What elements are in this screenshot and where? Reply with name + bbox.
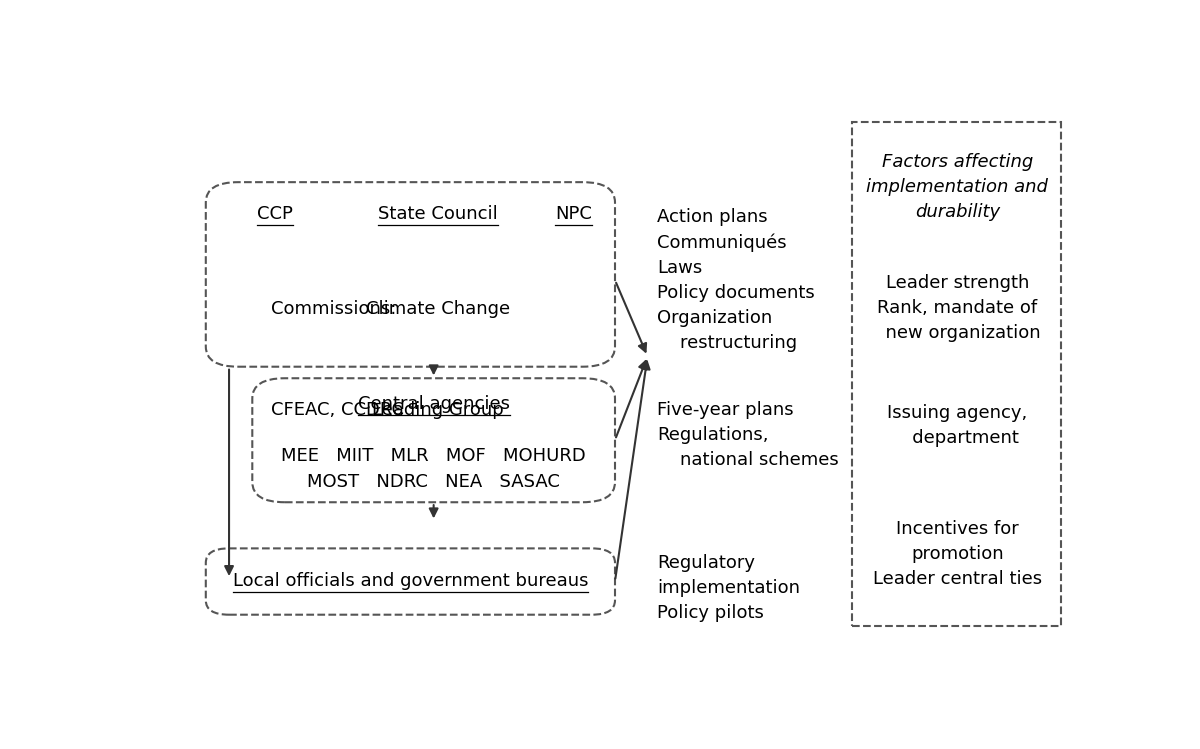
Text: Leading Group: Leading Group bbox=[372, 401, 504, 419]
Text: Climate Change: Climate Change bbox=[366, 300, 510, 318]
Text: CCP: CCP bbox=[257, 205, 293, 223]
Text: Factors affecting
implementation and
durability: Factors affecting implementation and dur… bbox=[866, 154, 1048, 221]
Text: Issuing agency,
   department: Issuing agency, department bbox=[887, 404, 1027, 447]
Text: NPC: NPC bbox=[554, 205, 592, 223]
FancyBboxPatch shape bbox=[852, 121, 1062, 626]
Text: Regulatory
implementation
Policy pilots: Regulatory implementation Policy pilots bbox=[656, 554, 800, 622]
Text: Incentives for
promotion
Leader central ties: Incentives for promotion Leader central … bbox=[872, 520, 1042, 587]
Text: CFEAC, CCDRC: CFEAC, CCDRC bbox=[271, 401, 404, 419]
Text: Action plans
Communiqués
Laws
Policy documents
Organization
    restructuring: Action plans Communiqués Laws Policy doc… bbox=[656, 208, 815, 352]
FancyBboxPatch shape bbox=[206, 548, 616, 615]
Text: MEE   MIIT   MLR   MOF   MOHURD: MEE MIIT MLR MOF MOHURD bbox=[281, 447, 586, 465]
Text: Central agencies: Central agencies bbox=[358, 395, 510, 413]
Text: State Council: State Council bbox=[378, 205, 498, 223]
Text: Local officials and government bureaus: Local officials and government bureaus bbox=[233, 572, 588, 590]
Text: Five-year plans
Regulations,
    national schemes: Five-year plans Regulations, national sc… bbox=[656, 401, 839, 470]
Text: Leader strength
Rank, mandate of
  new organization: Leader strength Rank, mandate of new org… bbox=[874, 274, 1040, 342]
Text: MOST   NDRC   NEA   SASAC: MOST NDRC NEA SASAC bbox=[307, 473, 560, 491]
FancyBboxPatch shape bbox=[206, 182, 616, 367]
Text: Commissions:: Commissions: bbox=[271, 300, 396, 318]
FancyBboxPatch shape bbox=[252, 378, 616, 503]
